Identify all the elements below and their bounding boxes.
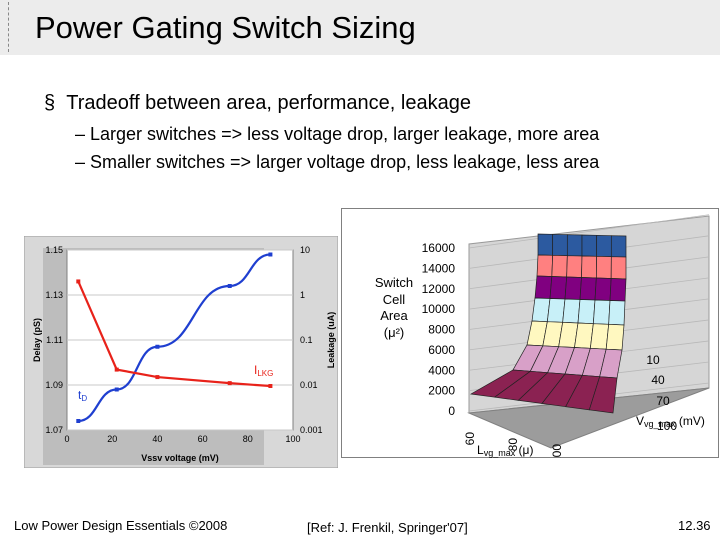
z-tick-label: 14000 <box>422 261 456 275</box>
x-tick-label: 40 <box>152 434 162 444</box>
y2-tick-label: 0.001 <box>300 425 323 435</box>
sub-bullet-smaller: – Smaller switches => larger voltage dro… <box>75 152 600 172</box>
surface-cell <box>581 234 598 257</box>
y-tick-label: 1.15 <box>45 245 63 255</box>
x-tick-label: 100 <box>550 444 564 458</box>
footer-reference: [Ref: J. Frenkil, Springer'07] <box>307 520 468 535</box>
z-tick-label: 12000 <box>422 282 456 296</box>
surface-cell <box>610 235 627 258</box>
ilkg-annotation: ILKG <box>254 363 273 378</box>
x-tick-label: 80 <box>506 438 520 452</box>
title-bar <box>0 0 720 55</box>
surface-cell <box>596 234 612 258</box>
footer-course: Low Power Design Essentials ©2008 <box>14 518 228 533</box>
surface-cell <box>589 323 610 350</box>
surface-cell <box>566 255 583 278</box>
delay-point <box>114 387 119 392</box>
series-layer <box>76 252 273 423</box>
surface-ticks: 0 2000 4000 6000 8000 10000 12000 14000 16000 10 4… <box>422 241 678 458</box>
bullet-text: Tradeoff between area, performance, leak… <box>66 92 471 114</box>
surface-cell <box>531 297 551 323</box>
y-tick-label: 40 <box>651 373 665 387</box>
x-axis-label: Lvg_max (μ) <box>477 443 533 458</box>
surface-cell <box>577 299 596 325</box>
x-tick-label: 100 <box>285 434 300 444</box>
surface-cell <box>536 254 554 277</box>
surface-cell <box>608 300 626 326</box>
x-tick-label: 60 <box>463 432 477 446</box>
surface-cell <box>610 256 627 280</box>
y-tick-label: 1.13 <box>45 290 63 300</box>
surface-cell <box>549 276 568 300</box>
bullet-marker: § <box>44 92 56 114</box>
surface-cell <box>588 376 618 414</box>
z-tick-label: 8000 <box>428 323 455 337</box>
y2-tick-label: 0.1 <box>300 335 313 345</box>
x-tick-label: 80 <box>243 434 253 444</box>
y-tick-label: 10 <box>646 353 660 367</box>
wall-gridline <box>468 214 710 249</box>
y-axis-label: Vvg_max (mV) <box>636 414 705 429</box>
delay-point <box>76 419 81 423</box>
delay-point <box>227 284 232 288</box>
surface-cell <box>581 255 598 279</box>
x-axis-label: Vssv voltage (mV) <box>141 453 219 463</box>
sub-bullet-larger: – Larger switches => less voltage drop, … <box>75 124 600 144</box>
svg-text:(μ²): (μ²) <box>384 325 404 340</box>
surface-cell <box>562 298 581 324</box>
x-tick-label: 0 <box>64 434 69 444</box>
z-tick-label: 2000 <box>428 384 455 398</box>
bullet-tradeoff: § Tradeoff between area, performance, le… <box>44 92 471 115</box>
delay-point <box>268 252 273 257</box>
delay-leakage-chart: 1.07 1.09 1.11 1.13 1.15 0 20 40 60 80 1000.001 0.0… <box>24 236 338 468</box>
x-tick-label: 60 <box>198 434 208 444</box>
y-tick-label: 100 <box>657 419 677 433</box>
z-tick-label: 10000 <box>422 302 456 316</box>
y-tick-label: 70 <box>656 394 670 408</box>
svg-text:Cell: Cell <box>383 292 406 307</box>
y2-tick-label: 0.01 <box>300 380 318 390</box>
svg-text:Switch: Switch <box>375 275 413 290</box>
slide-number: 12.36 <box>678 518 711 533</box>
z-tick-label: 0 <box>448 404 455 418</box>
leakage-point <box>76 279 81 284</box>
axis-ticks: 1.07 1.09 1.11 1.13 1.15 0 20 40 60 80 1000.001 0.0… <box>45 245 322 444</box>
slide-title: Power Gating Switch Sizing <box>35 10 416 45</box>
surface-cell <box>605 323 625 351</box>
surface-cell <box>566 234 583 257</box>
delay-point <box>155 344 160 349</box>
leakage-point <box>268 384 273 389</box>
x-tick-label: 20 <box>107 434 117 444</box>
z-tick-label: 4000 <box>428 363 455 377</box>
y-tick-label: 1.09 <box>45 380 63 390</box>
leakage-point <box>227 381 232 386</box>
td-annotation: tD <box>78 388 87 403</box>
leakage-point <box>114 367 119 372</box>
area-surface-chart: 0 2000 4000 6000 8000 10000 12000 14000 16000 10 4… <box>341 208 719 458</box>
y-tick-label: 1.11 <box>46 335 63 345</box>
surface-cell <box>551 254 568 278</box>
y-axis-label: Delay (pS) <box>32 318 42 362</box>
surface-cell <box>546 298 566 323</box>
surface-cell <box>579 277 597 301</box>
y2-tick-label: 10 <box>300 245 310 255</box>
z-tick-label: 6000 <box>428 343 455 357</box>
surface-cell <box>534 275 553 299</box>
surface-cell <box>595 255 612 279</box>
surface-cell <box>592 299 611 325</box>
surface-cell <box>537 233 554 256</box>
z-tick-label: 16000 <box>422 241 456 255</box>
surface-cells <box>469 233 627 414</box>
leakage-point <box>155 375 160 380</box>
title-divider <box>8 2 9 52</box>
surface-cell <box>564 276 582 300</box>
z-axis-label: Switch Cell Area (μ²) <box>375 275 413 340</box>
surface-cell <box>594 277 612 301</box>
surface-cell <box>552 233 568 257</box>
surface-cell <box>609 278 627 302</box>
y-tick-label: 1.07 <box>45 425 63 435</box>
svg-text:Area: Area <box>380 308 408 323</box>
y2-axis-label: Leakage (uA) <box>326 312 336 369</box>
y2-tick-label: 1 <box>300 290 305 300</box>
